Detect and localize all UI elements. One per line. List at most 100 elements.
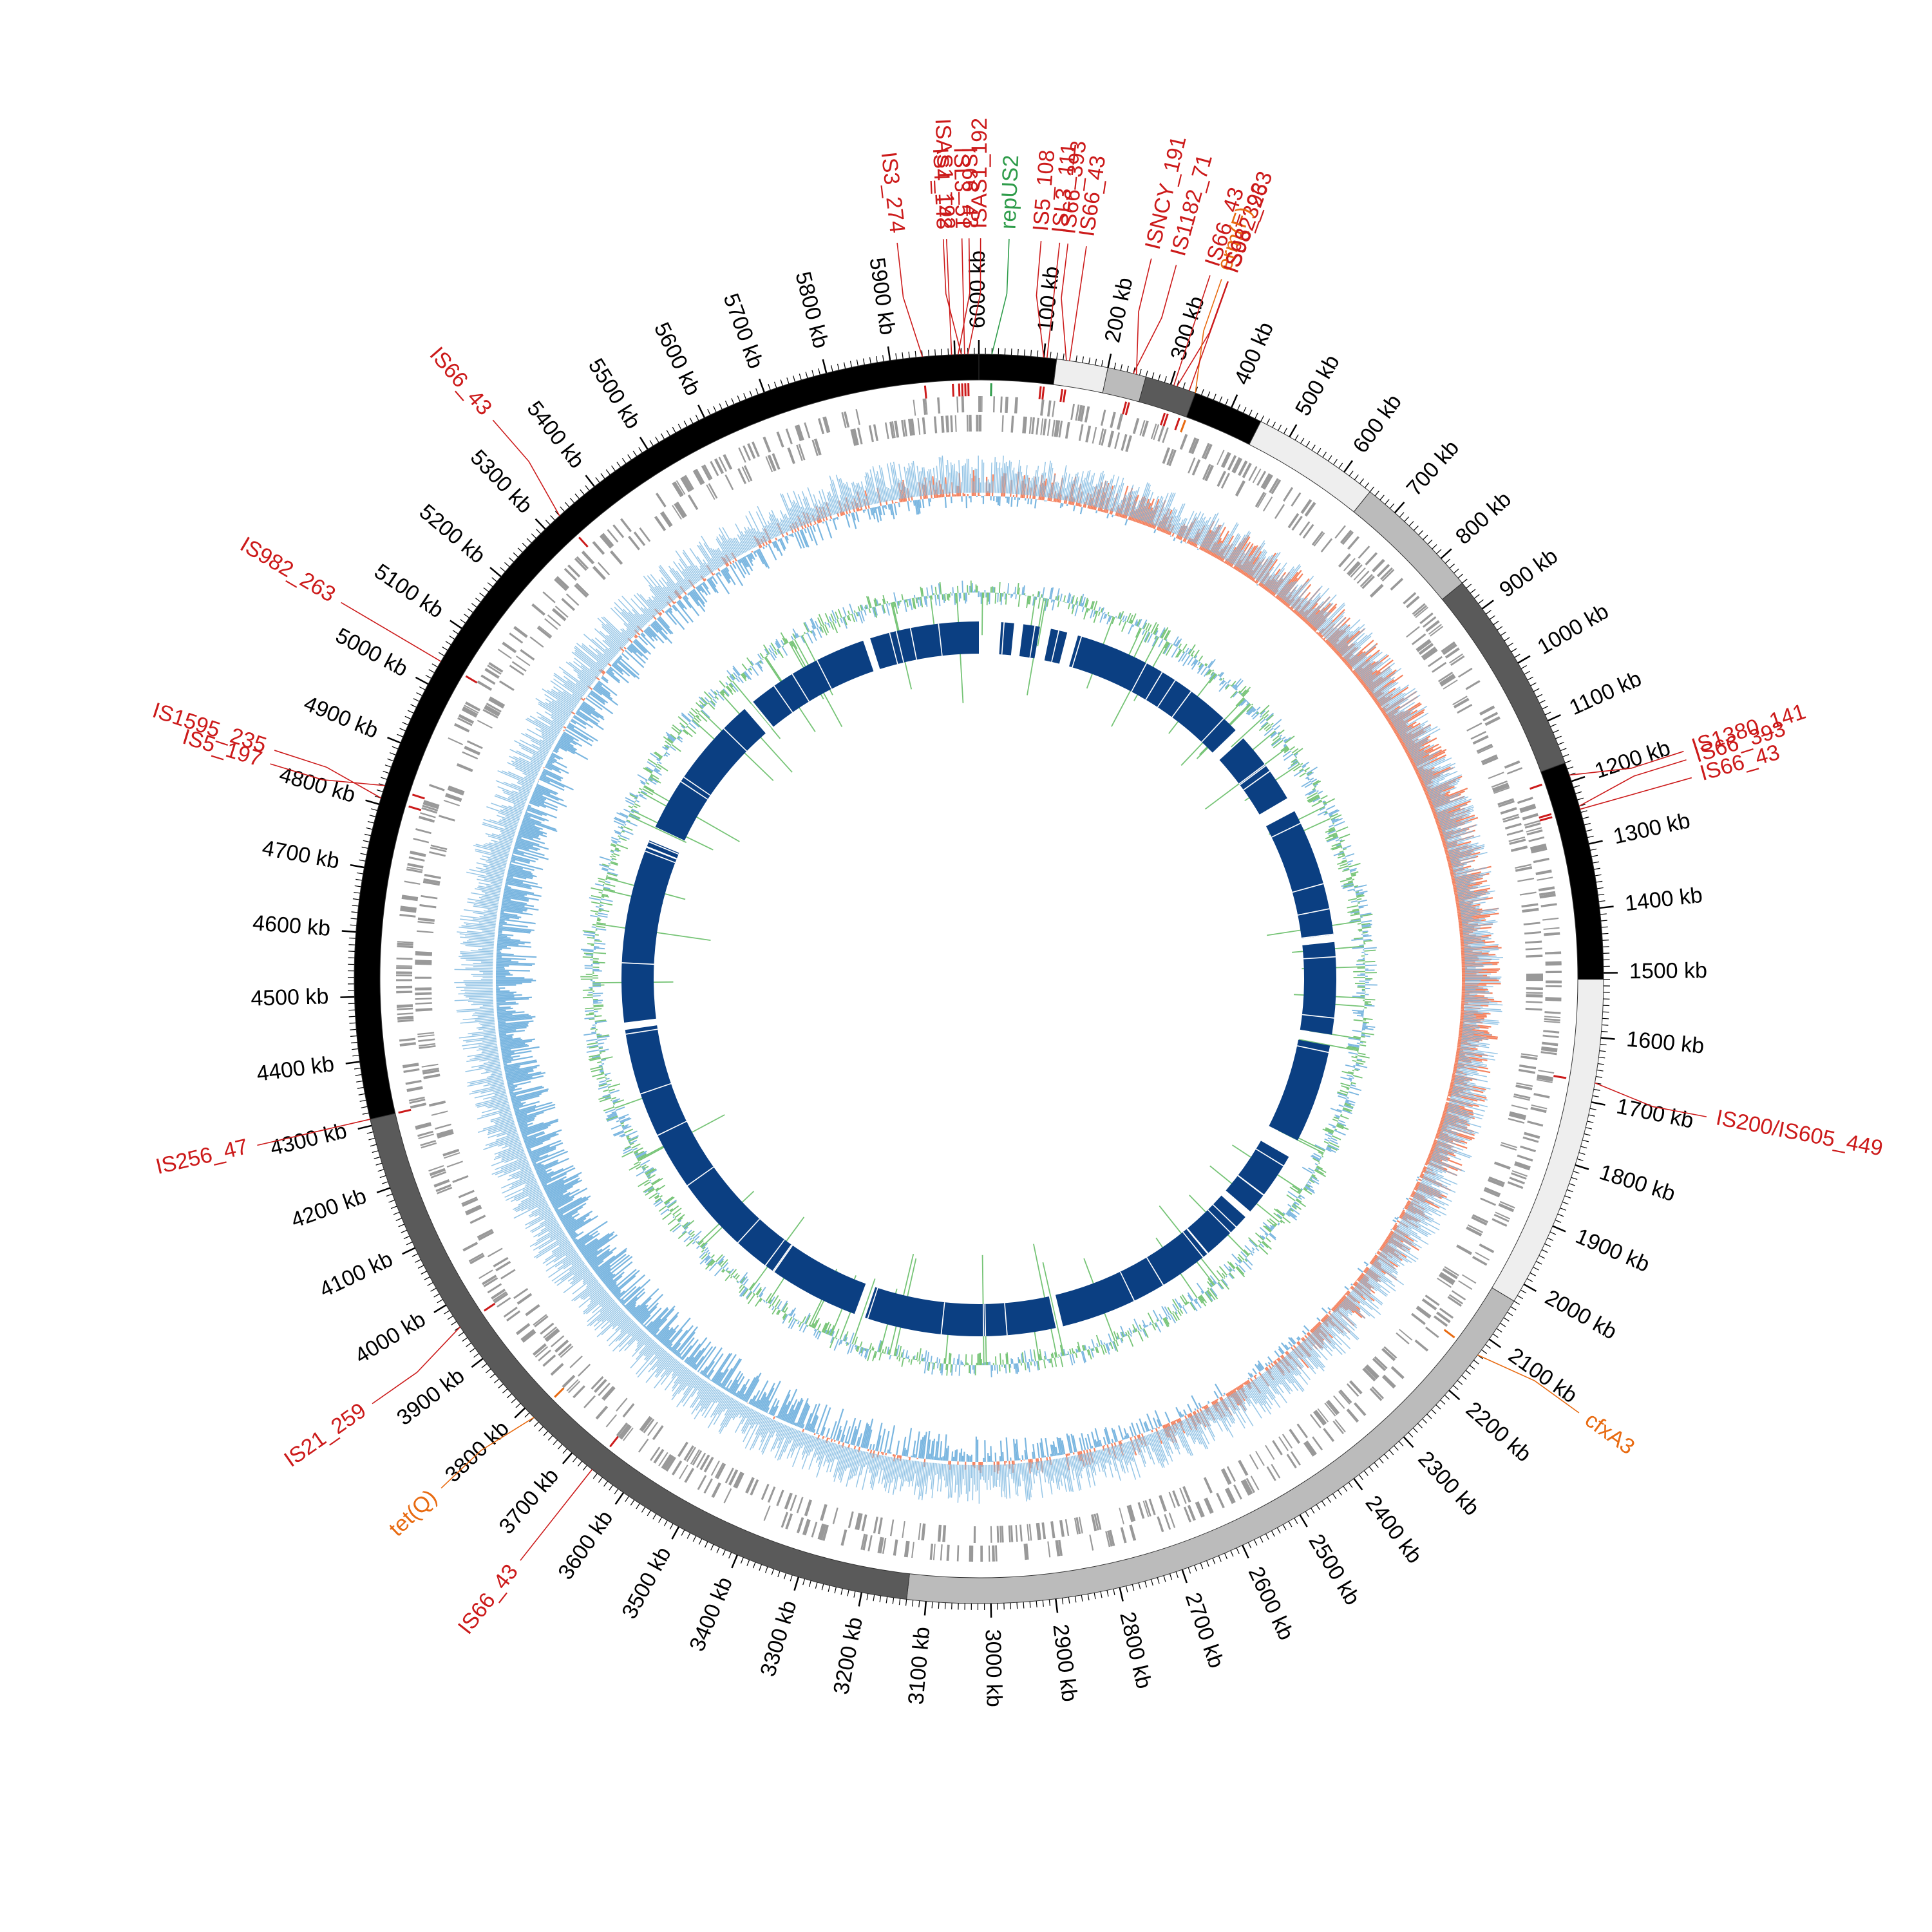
gc-skew-band	[1142, 1436, 1151, 1460]
gc-skew-band	[495, 1118, 513, 1124]
scale-tick	[1449, 564, 1455, 569]
gene-block	[1442, 643, 1457, 656]
gene-block	[714, 458, 724, 475]
gc-skew-bar	[903, 1447, 906, 1457]
gc-skew-bar	[820, 1407, 831, 1436]
scale-tick	[386, 1193, 393, 1197]
gc-skew-band	[1369, 1267, 1396, 1287]
gc-skew-band	[486, 1068, 502, 1072]
gc-skew-band	[1361, 658, 1391, 681]
gc-skew-bar	[695, 587, 708, 603]
gene-block	[536, 626, 552, 639]
gc-skew-bar	[1016, 1439, 1019, 1461]
gc-skew-band	[601, 1297, 612, 1308]
scale-tick	[1413, 526, 1419, 531]
gene-block	[396, 957, 413, 960]
gene-block	[1157, 1516, 1164, 1533]
gc-skew-band	[495, 1132, 518, 1141]
gene-block	[458, 714, 475, 724]
gc-skew-bar	[528, 1146, 550, 1155]
gene-block	[966, 415, 969, 432]
scale-tick-label: 2200 kb	[1461, 1397, 1536, 1466]
gc-skew-bar	[502, 1056, 533, 1063]
gc-skew-bar	[608, 667, 613, 672]
gc-skew-band	[693, 1378, 702, 1388]
gc-skew-band	[1464, 999, 1492, 1002]
gc-skew-band	[1233, 543, 1248, 565]
scale-tick	[585, 475, 595, 488]
gene-block	[946, 1544, 950, 1561]
gc-skew-band	[1110, 497, 1115, 511]
gc-skew-band	[1414, 750, 1440, 764]
gc-skew-bar	[677, 1352, 681, 1357]
gc-skew-band	[1414, 1195, 1426, 1202]
gene-block	[723, 1488, 732, 1504]
gc-skew-band	[1155, 493, 1169, 526]
scale-tick	[515, 1403, 521, 1408]
gc-skew-bar	[520, 824, 547, 835]
gc-skew-band	[1059, 1458, 1063, 1476]
gc-skew-band	[582, 1275, 594, 1285]
gc-skew-bar	[1274, 596, 1276, 598]
scale-tick	[1349, 470, 1354, 477]
scale-tick	[1181, 1569, 1188, 1584]
gene-block	[1195, 1502, 1203, 1518]
gc-skew-bar	[1113, 1429, 1119, 1442]
gc-skew-bar	[499, 918, 536, 925]
gc-skew-band	[1437, 1139, 1448, 1144]
scale-tick	[1200, 1562, 1204, 1569]
gene-block	[1493, 1161, 1511, 1170]
gc-skew-bar	[562, 1213, 580, 1225]
gc-skew-band	[1439, 1133, 1461, 1142]
gc-skew-bar	[741, 558, 748, 568]
gc-skew-band	[516, 1155, 527, 1160]
gc-skew-bar	[718, 1382, 722, 1387]
gc-skew-bar	[544, 1171, 582, 1191]
gene-block	[532, 1343, 547, 1356]
gene-block	[478, 1269, 493, 1280]
gc-skew-band	[1452, 867, 1464, 871]
gc-skew-band	[1204, 1408, 1212, 1421]
gc-skew-bar	[1454, 1060, 1459, 1063]
gc-skew-bar	[847, 1417, 857, 1444]
gc-skew-bar	[546, 1177, 580, 1195]
gc-skew-band	[509, 1142, 522, 1148]
gc-skew-band	[1338, 1305, 1349, 1314]
gene-block	[877, 1537, 882, 1553]
gc-skew-bar	[533, 1162, 536, 1166]
gene-block	[1304, 502, 1316, 517]
gc-skew-band	[1271, 574, 1284, 591]
gc-skew-bar	[523, 817, 557, 831]
scale-tick	[1043, 343, 1046, 358]
scale-tick	[1552, 1225, 1566, 1233]
gc-skew-band	[580, 1282, 600, 1298]
gc-skew-band	[1374, 1261, 1397, 1278]
gc-skew-band	[1023, 465, 1028, 495]
scale-tick	[1588, 1114, 1595, 1117]
gene-block	[785, 1513, 793, 1530]
gene-block	[433, 1179, 450, 1188]
gc-skew-band	[1050, 475, 1056, 498]
gc-skew-band	[660, 1358, 676, 1378]
gc-skew-band	[1137, 1438, 1146, 1464]
gc-skew-band	[1439, 810, 1474, 823]
gc-skew-band	[1107, 484, 1115, 511]
gc-skew-bar	[919, 499, 922, 508]
scale-tick	[1247, 1542, 1252, 1549]
gc-skew-bar	[1402, 1209, 1405, 1212]
gc-skew-bar	[549, 1190, 567, 1201]
gc-skew-band	[1191, 1416, 1209, 1450]
gene-track	[396, 396, 1562, 1562]
gc-skew-band	[900, 1459, 904, 1479]
gc-skew-band	[1287, 1354, 1298, 1367]
gc-skew-band	[1337, 642, 1348, 652]
gc-skew-band	[507, 1169, 532, 1181]
gc-skew-bar	[511, 1093, 542, 1103]
gc-skew-band	[1457, 1063, 1479, 1068]
gc-skew-band	[838, 1446, 848, 1479]
gc-skew-band	[1446, 841, 1464, 848]
gene-block	[1166, 449, 1175, 466]
gc-skew-bar	[522, 821, 544, 830]
scale-tick-label: 2800 kb	[1115, 1609, 1156, 1690]
gene-block	[1493, 1213, 1510, 1222]
